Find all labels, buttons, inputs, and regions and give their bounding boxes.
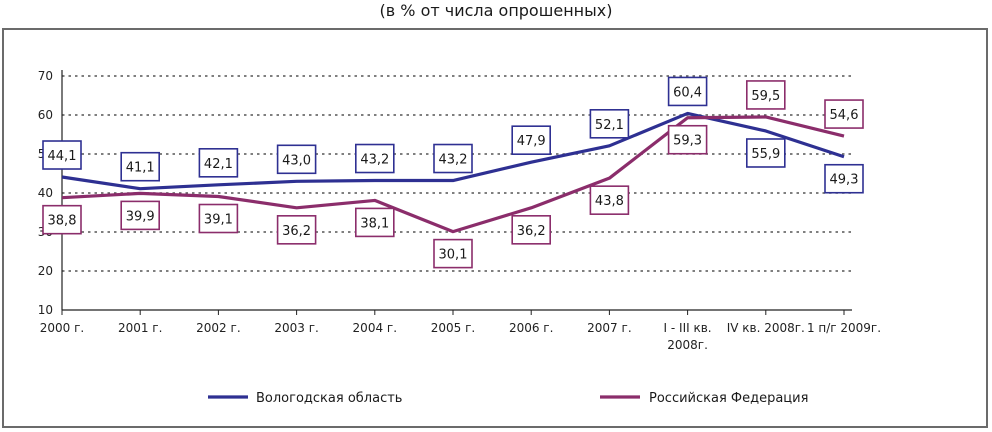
x-tick-label: 2005 г.: [431, 321, 475, 335]
data-label: 36,2: [282, 224, 311, 239]
data-label: 49,3: [830, 173, 859, 188]
x-tick-label: IV кв. 2008г.: [727, 321, 805, 335]
data-label: 43,2: [439, 153, 468, 168]
data-label-box: [511, 125, 552, 155]
x-tick-label: 2006 г.: [509, 321, 553, 335]
data-label-box: [276, 215, 317, 245]
data-label-box: [120, 151, 160, 182]
x-tick-label: 2004 г.: [353, 321, 397, 335]
data-label: 43,8: [595, 194, 624, 209]
data-label: 39,1: [204, 213, 233, 228]
data-label-box: [433, 238, 473, 269]
y-tick-label: 60: [38, 108, 53, 122]
data-label-box: [667, 124, 708, 155]
y-tick-label: 20: [38, 264, 53, 278]
data-label-box: [354, 143, 395, 174]
chart-subtitle: (в % от числа опрошенных): [379, 1, 613, 20]
x-tick-label: 2001 г.: [118, 321, 162, 335]
data-label-box: [589, 185, 630, 215]
x-tick-label: 2000 г.: [40, 321, 84, 335]
data-label: 44,1: [48, 149, 77, 164]
data-label: 39,9: [126, 209, 155, 224]
x-tick-label: I - III кв. 2008г.: [664, 321, 712, 352]
data-label: 36,2: [517, 224, 546, 239]
data-label: 47,9: [517, 134, 546, 149]
data-label-box: [589, 109, 630, 139]
chart-frame: [2, 28, 988, 428]
data-label: 59,5: [751, 89, 780, 104]
data-label-box: [511, 215, 552, 245]
data-label: 38,8: [48, 214, 77, 229]
series-line-1: [61, 115, 845, 234]
data-label: 43,2: [360, 153, 389, 168]
y-tick-label: 40: [38, 186, 53, 200]
legend-label: Российская Федерация: [649, 391, 808, 406]
data-label: 43,0: [282, 153, 311, 168]
data-label: 52,1: [595, 118, 624, 133]
data-label-box: [667, 76, 708, 107]
legend-label: Вологодская область: [256, 391, 402, 406]
data-label-box: [120, 200, 160, 231]
data-label: 42,1: [204, 157, 233, 172]
x-tick-label: 1 п/г 2009г.: [807, 321, 881, 335]
data-label-box: [745, 80, 786, 110]
data-label: 59,3: [673, 134, 702, 149]
data-label-box: [354, 207, 395, 238]
data-label-box: [198, 148, 239, 178]
x-tick-label: 2007 г.: [587, 321, 631, 335]
data-label: 54,6: [830, 108, 859, 123]
data-label: 30,1: [439, 248, 468, 263]
x-tick-label: 2002 г.: [196, 321, 240, 335]
y-tick-label: 10: [38, 303, 53, 317]
data-label-box: [824, 163, 864, 194]
data-label: 55,9: [751, 147, 780, 162]
y-tick-label: 70: [38, 69, 53, 83]
data-label-box: [745, 138, 786, 168]
data-label: 41,1: [126, 161, 155, 176]
data-label-box: [42, 140, 82, 170]
data-label-box: [198, 203, 239, 234]
data-label-box: [433, 143, 473, 174]
data-label-box: [276, 144, 317, 175]
x-tick-label: 2003 г.: [274, 321, 318, 335]
series-line-0: [61, 111, 845, 191]
data-label-box: [42, 204, 82, 235]
data-label: 60,4: [673, 85, 702, 100]
data-label-box: [824, 99, 864, 129]
data-label: 38,1: [360, 216, 389, 231]
